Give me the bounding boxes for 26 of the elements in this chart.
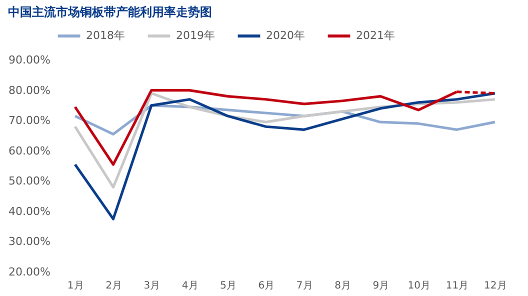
x-tick-label: 4月 bbox=[182, 280, 198, 292]
legend-label: 2021年 bbox=[356, 29, 395, 42]
x-tick-label: 11月 bbox=[446, 280, 469, 292]
y-tick-label: 70.00% bbox=[8, 114, 50, 128]
x-tick-label: 7月 bbox=[296, 280, 313, 292]
legend-label: 2020年 bbox=[266, 29, 305, 42]
x-tick-label: 9月 bbox=[372, 280, 390, 292]
x-tick-label: 12月 bbox=[484, 280, 507, 292]
y-tick-label: 90.00% bbox=[8, 54, 50, 66]
x-tick-label: 10月 bbox=[408, 280, 430, 292]
y-tick-label: 40.00% bbox=[8, 204, 50, 218]
y-tick-label: 80.00% bbox=[8, 84, 50, 97]
x-tick-label: 1月 bbox=[67, 280, 84, 292]
x-tick-label: 3月 bbox=[144, 280, 160, 292]
x-tick-label: 2月 bbox=[106, 280, 122, 292]
x-tick-label: 8月 bbox=[334, 280, 351, 292]
legend-label: 2018年 bbox=[86, 29, 125, 42]
x-tick-label: 6月 bbox=[258, 280, 275, 292]
y-tick-label: 60.00% bbox=[8, 144, 50, 158]
y-tick-label: 20.00% bbox=[8, 266, 50, 278]
legend-label: 2019年 bbox=[176, 29, 215, 42]
x-tick-label: 5月 bbox=[220, 280, 236, 292]
chart-title: 中国主流市场铜板带产能利用率走势图 bbox=[8, 5, 212, 19]
line-series bbox=[74, 92, 496, 220]
y-tick-label: 50.00% bbox=[8, 174, 50, 188]
y-tick-label: 30.00% bbox=[8, 235, 50, 248]
